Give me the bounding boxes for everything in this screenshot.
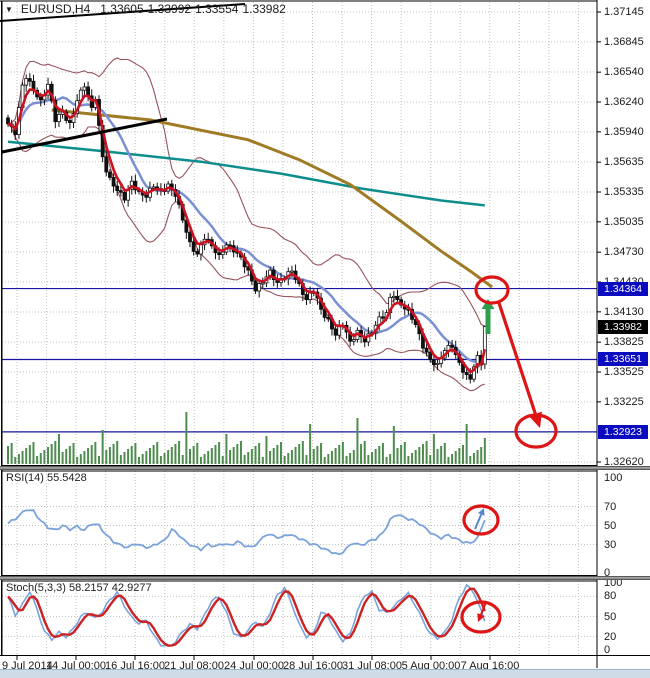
- volume-bars: [7, 412, 486, 464]
- annotation-circle: [514, 413, 558, 449]
- grid: [2, 2, 597, 654]
- horizontal-level-lines: [2, 287, 597, 433]
- indicator-overlays: [7, 57, 493, 392]
- trendlines: [0, 3, 246, 154]
- candlesticks: [6, 73, 487, 384]
- stochastic-lines: [7, 583, 486, 647]
- annotation-circle: [462, 504, 500, 536]
- annotation-circle: [474, 275, 510, 305]
- panel-splitter-rsi[interactable]: [0, 466, 650, 470]
- bottom-scroll-strip[interactable]: [0, 669, 650, 678]
- annotation-circle: [460, 600, 502, 634]
- ma-fast-line: [7, 88, 487, 374]
- annotations: [460, 275, 558, 634]
- rsi-line: [7, 509, 486, 556]
- panel-splitter-stoch[interactable]: [0, 576, 650, 580]
